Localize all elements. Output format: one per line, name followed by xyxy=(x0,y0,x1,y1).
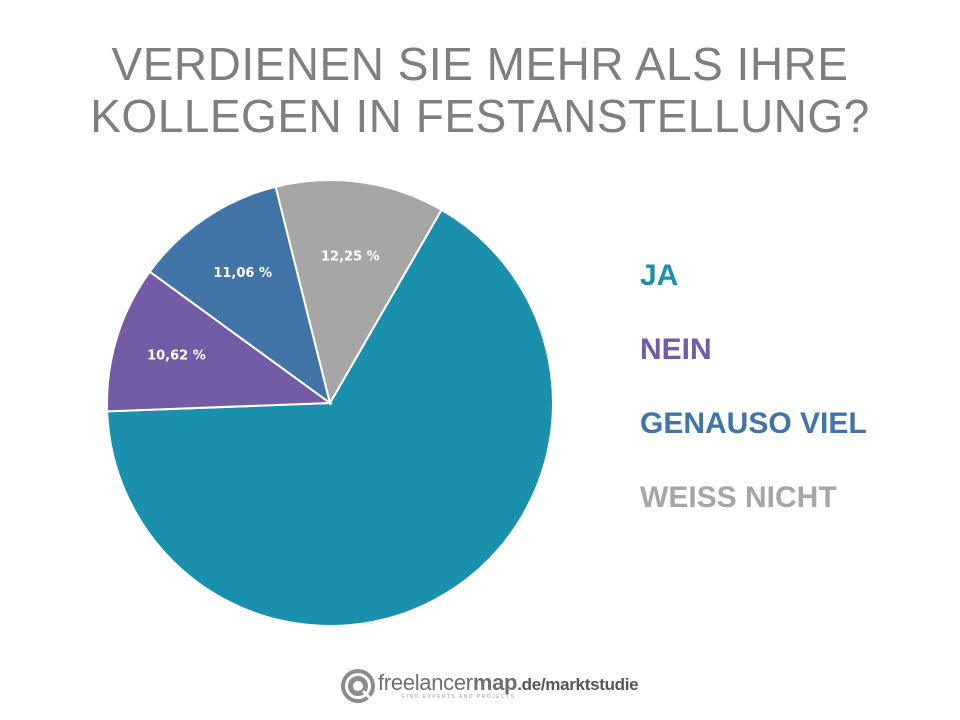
legend: JA NEIN GENAUSO VIEL WEISS NICHT xyxy=(640,258,867,554)
pie-slice-nein xyxy=(106,270,333,413)
chart-title: VERDIENEN SIE MEHR ALS IHRE KOLLEGEN IN … xyxy=(0,38,960,142)
brand-tagline: FIND EXPERTS AND PROJECTS xyxy=(402,694,516,700)
legend-item-weiss-nicht: WEISS NICHT xyxy=(640,481,837,514)
footer-logo: freelancermap.de/marktstudie FIND EXPERT… xyxy=(340,666,639,706)
brand-name-part1: freelancer xyxy=(378,670,473,695)
legend-item-nein: NEIN xyxy=(640,333,712,366)
pie-slice-genauso-viel xyxy=(148,185,332,406)
chart-title-line-1: VERDIENEN SIE MEHR ALS IHRE xyxy=(111,38,849,90)
slice-label-nein: 10,62 % xyxy=(147,349,206,364)
pie-slice-weiss-nicht xyxy=(274,179,443,406)
slice-label-weiss-nicht: 12,25 % xyxy=(321,250,380,265)
chart-title-line-2: KOLLEGEN IN FESTANSTELLUNG? xyxy=(90,90,870,142)
brand-name-part2: map xyxy=(472,670,518,695)
pie-slice-ja xyxy=(106,208,554,627)
brand-url-suffix: .de/marktstudie xyxy=(517,675,639,694)
legend-item-genauso-viel: GENAUSO VIEL xyxy=(640,407,867,440)
freelancermap-logo-icon xyxy=(341,669,375,703)
slice-label-genauso-viel: 11,06 % xyxy=(213,266,272,281)
legend-item-ja: JA xyxy=(640,259,679,292)
